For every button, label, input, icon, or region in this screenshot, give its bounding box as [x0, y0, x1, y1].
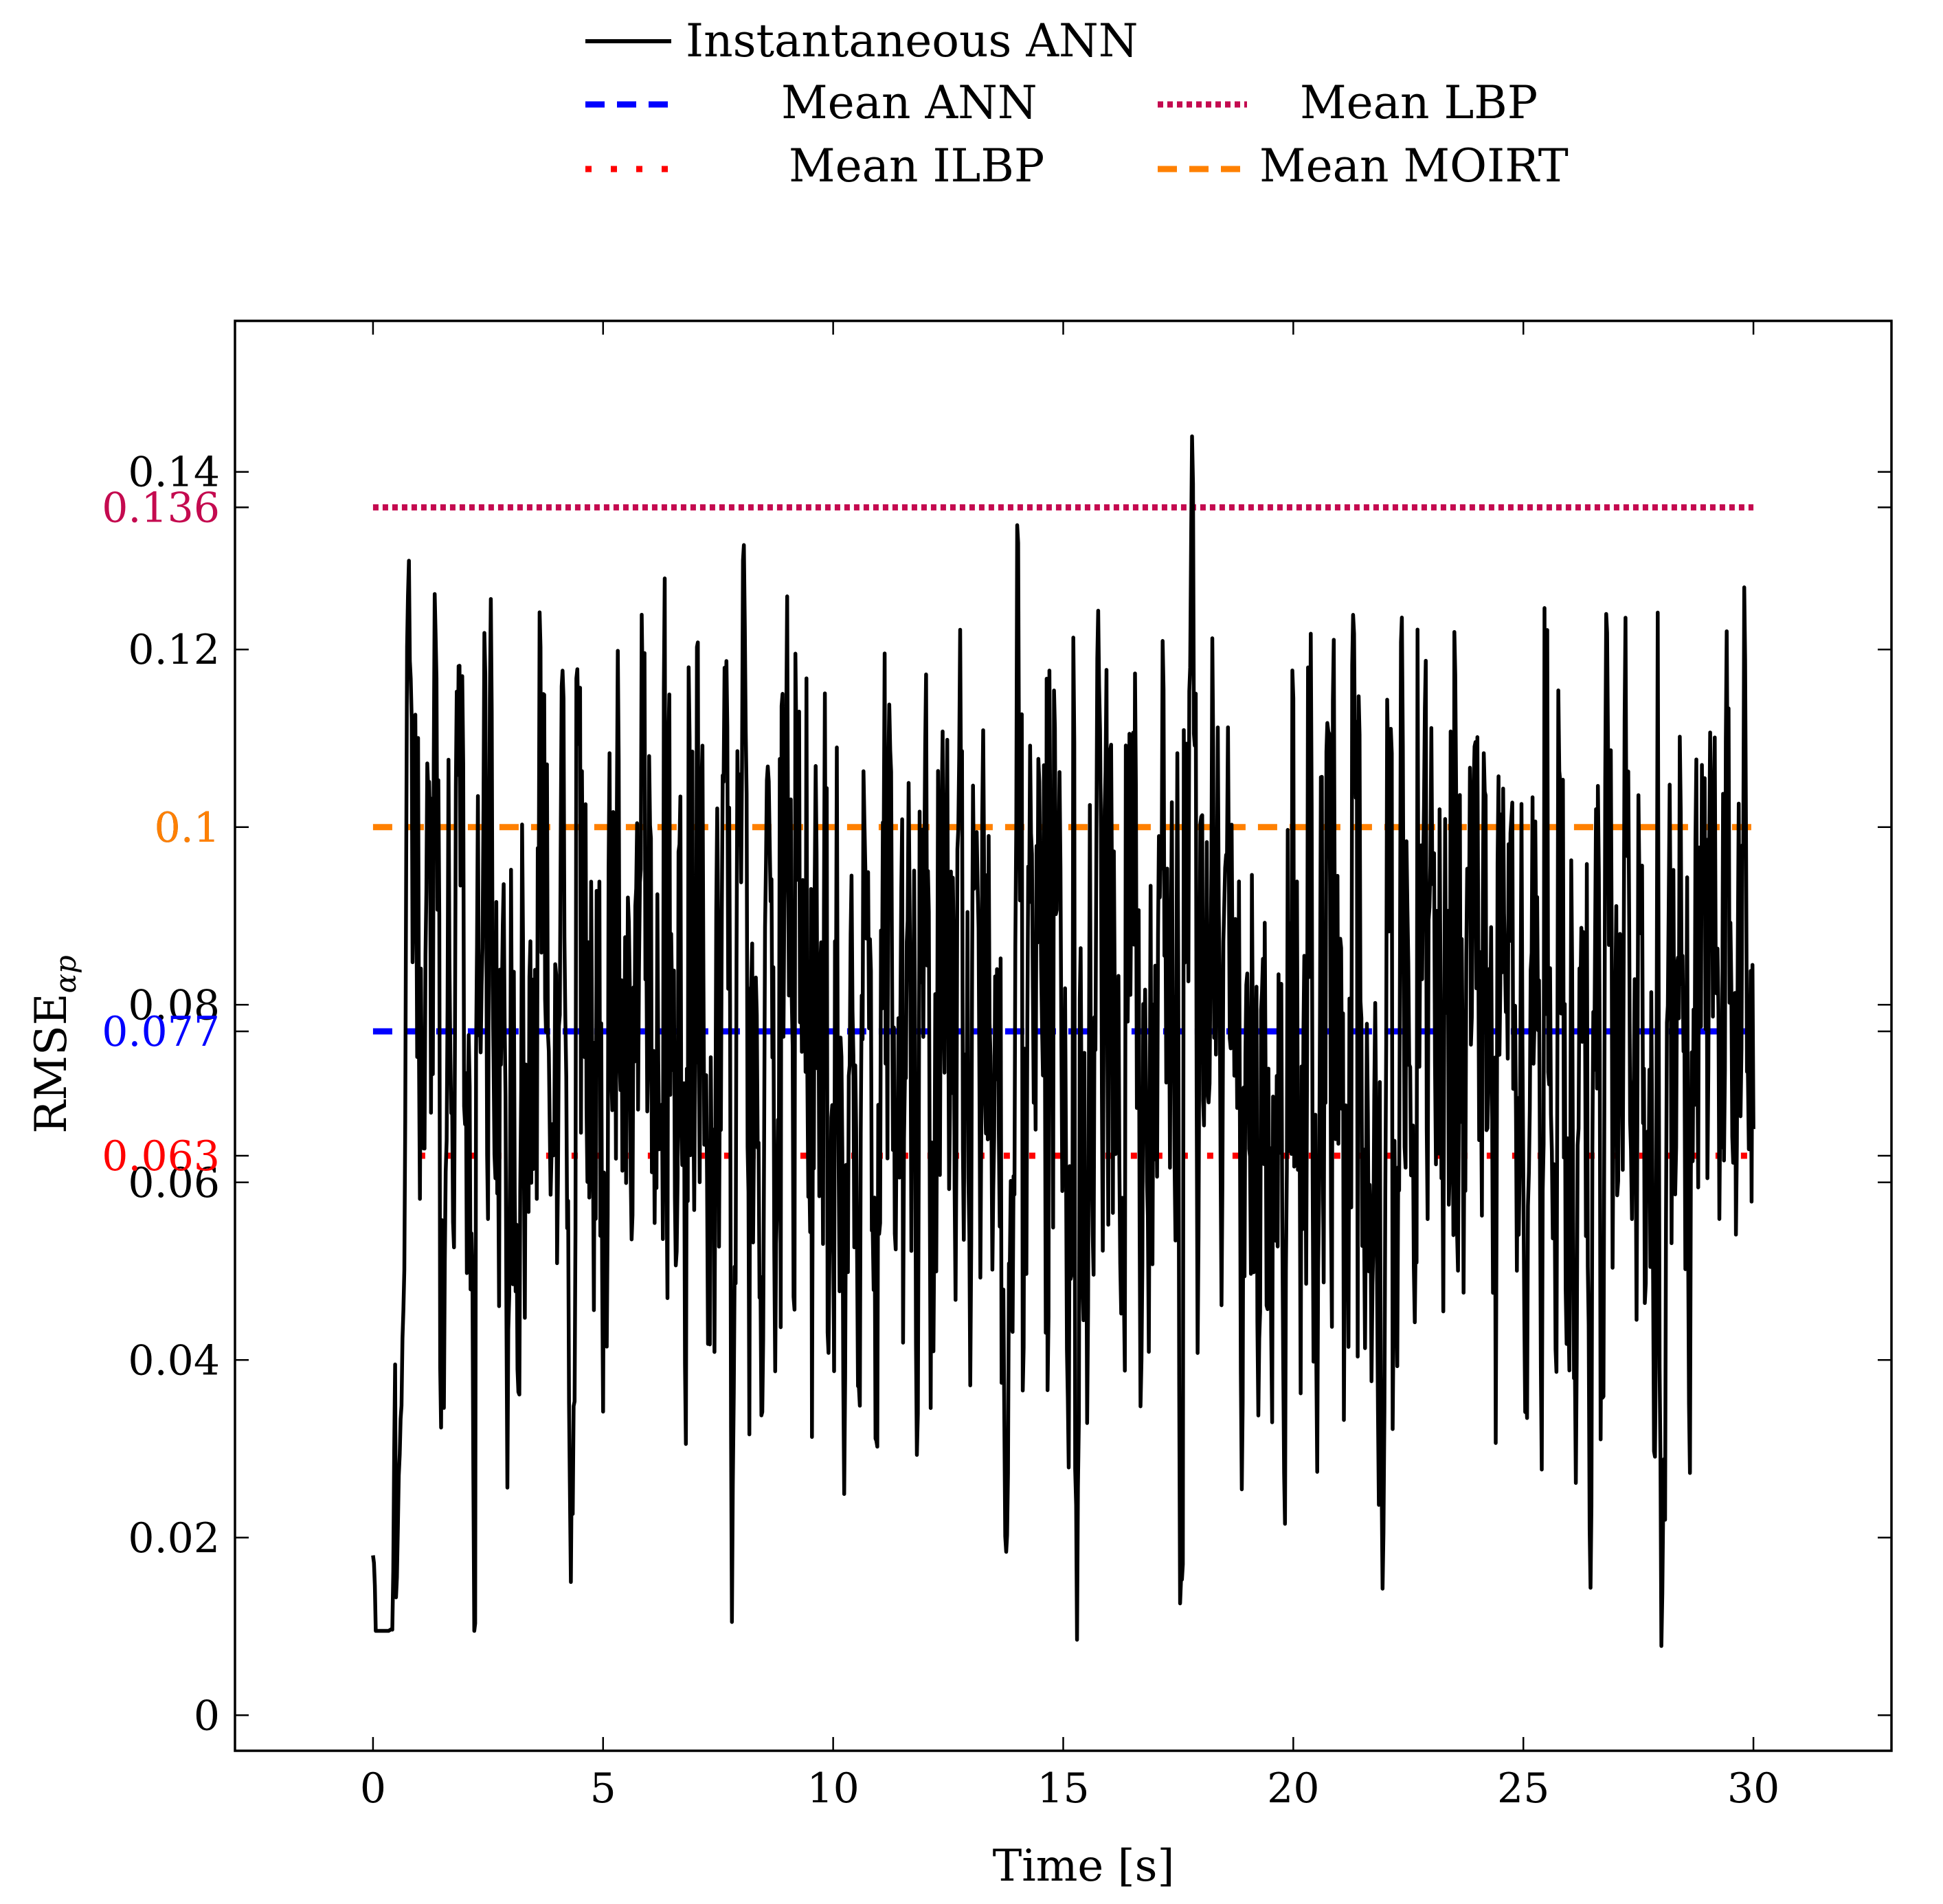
x-tick-label: 10 [807, 1765, 859, 1813]
y-tick-label: 0.02 [128, 1514, 220, 1563]
instantaneous-ann-line [371, 434, 1755, 1648]
legend-label-instantaneous-ann: Instantaneous ANN [686, 14, 1138, 67]
x-tick-label: 5 [590, 1765, 616, 1813]
y-axis-title-subscript: αp [49, 955, 82, 993]
mean-value-label-mean-lbp: 0.136 [102, 484, 220, 532]
y-tick-label: 0.1 [155, 804, 220, 852]
y-tick-label: 0.04 [128, 1336, 220, 1385]
x-axis-title: Time [s] [993, 1841, 1175, 1892]
mean-value-label-mean-ilbp: 0.063 [102, 1132, 220, 1180]
legend-label-mean-ann: Mean ANN [781, 76, 1037, 129]
legend-label-mean-ilbp: Mean ILBP [789, 139, 1044, 192]
axis-ticks [235, 321, 1891, 1751]
legend-label-mean-moirt: Mean MOIRT [1259, 139, 1569, 192]
mean-value-label-mean-moirt: 0.1 [155, 804, 220, 852]
legend: Instantaneous ANN Mean ANN Mean LBP Mean… [585, 14, 1569, 192]
y-tick-label: 0.06 [128, 1159, 220, 1207]
instantaneous-ann-series [371, 434, 1755, 1648]
x-tick-label: 30 [1727, 1765, 1779, 1813]
y-axis-title-main: RMSE [26, 993, 77, 1133]
legend-label-mean-lbp: Mean LBP [1300, 76, 1538, 129]
y-tick-label: 0 [194, 1692, 220, 1740]
tick-labels: 0 5 10 15 20 25 30 0 0.02 0.04 0.06 0.08 0.1 0.12 0.14 [128, 449, 1779, 1813]
y-tick-label: 0.14 [128, 449, 220, 497]
mean-value-labels: 0.077 0.136 0.063 0.1 [102, 484, 220, 1180]
y-tick-label: 0.08 [128, 981, 220, 1029]
x-tick-label: 0 [360, 1765, 386, 1813]
y-axis-title: RMSEαp [26, 955, 82, 1134]
x-tick-label: 15 [1037, 1765, 1089, 1813]
x-tick-label: 20 [1267, 1765, 1319, 1813]
mean-value-label-mean-ann: 0.077 [102, 1008, 220, 1056]
x-tick-label: 25 [1497, 1765, 1549, 1813]
y-tick-label: 0.12 [128, 626, 220, 674]
